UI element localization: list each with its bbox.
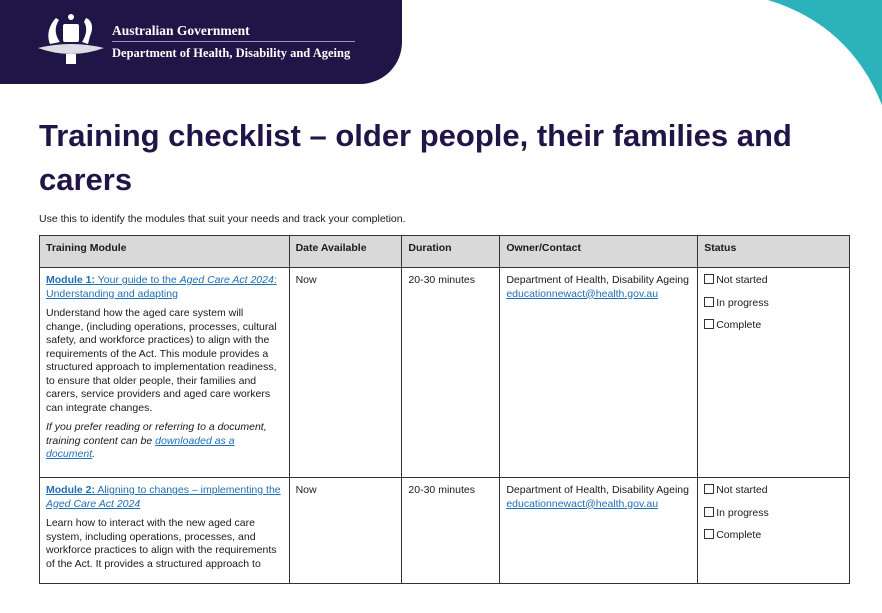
duration-cell: 20-30 minutes [401,477,501,584]
email-link[interactable]: educationnewact@health.gov.au [506,497,659,510]
column-header: Owner/Contact [499,235,699,268]
date-cell: Now [288,477,403,584]
table-row: Module 1: Your guide to the Aged Care Ac… [39,267,850,478]
module-cell: Module 2: Aligning to changes – implemen… [39,477,290,584]
duration-cell: 20-30 minutes [401,267,501,478]
status-complete-checkbox[interactable]: Complete [704,529,843,543]
column-header: Duration [401,235,501,268]
status-in-progress-checkbox[interactable]: In progress [704,296,843,311]
status-complete-checkbox[interactable]: Complete [704,319,843,333]
header-banner: Australian Government Department of Heal… [0,0,402,84]
email-link[interactable]: educationnewact@health.gov.au [506,287,659,300]
checkbox-icon [704,274,715,284]
owner-cell: Department of Health, Disability Ageing e… [499,267,699,478]
module-1-link[interactable]: Module 1: Your guide to the Aged Care Ac… [46,274,277,300]
column-header: Date Available [288,235,403,268]
checkbox-icon [704,296,715,307]
table-row: Module 2: Aligning to changes – implemen… [39,477,850,584]
intro-text: Use this to identify the modules that su… [39,213,406,225]
coat-of-arms-icon [38,14,104,64]
divider [112,41,355,42]
module-2-link[interactable]: Module 2: Aligning to changes – implemen… [46,484,281,510]
checkbox-icon [704,506,715,517]
status-not-started-checkbox[interactable]: Not started [704,274,843,288]
checkbox-icon [704,484,715,494]
module-cell: Module 1: Your guide to the Aged Care Ac… [39,267,290,478]
owner-cell: Department of Health, Disability Ageing e… [499,477,699,584]
status-cell: Not started In progress Complete [697,267,850,478]
government-name: Australian Government [112,23,250,38]
module-description: Learn how to interact with the new aged … [46,517,277,570]
decorative-corner-shape [768,0,882,105]
column-header: Training Module [39,235,290,268]
download-document-link[interactable]: downloaded as a document [46,434,235,461]
status-cell: Not started In progress Complete [697,477,850,584]
status-not-started-checkbox[interactable]: Not started [704,484,843,498]
status-in-progress-checkbox[interactable]: In progress [704,506,843,521]
table-header-row: Training Module Date Available Duration … [39,235,850,268]
department-name: Department of Health, Disability and Age… [112,46,351,60]
checkbox-icon [704,319,715,329]
checkbox-icon [704,529,715,539]
date-cell: Now [288,267,403,478]
page-title: Training checklist – older people, their… [39,118,792,197]
module-description: Understand how the aged care system will… [46,307,277,414]
module-note: If you prefer reading or referring to a … [46,421,267,461]
column-header: Status [697,235,850,268]
training-checklist-table: Training Module Date Available Duration … [39,235,850,584]
